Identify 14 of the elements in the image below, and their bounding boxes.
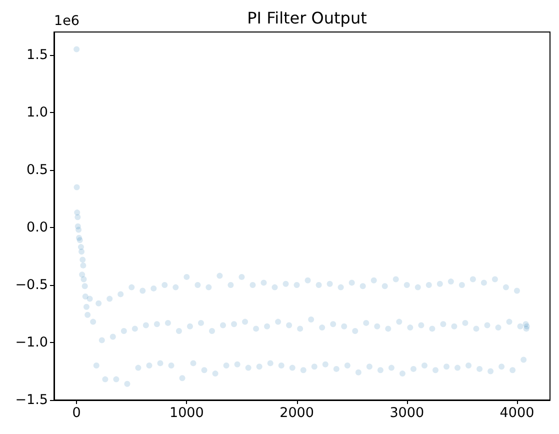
x-tick-label: 4000 <box>500 405 534 421</box>
x-tick-label: 1000 <box>169 405 204 421</box>
chart-title: PI Filter Output <box>247 8 367 28</box>
x-tick-label: 3000 <box>390 405 424 421</box>
y-tick-label: 0.5 <box>26 162 48 178</box>
y-tick-label: 1.5 <box>26 47 48 63</box>
y-tick-label: 1.0 <box>26 104 48 120</box>
text: 1e6 <box>54 13 80 29</box>
y-tick-label: −0.5 <box>15 277 48 293</box>
y-tick-label: −1.5 <box>15 392 48 408</box>
x-tick-label: 2000 <box>280 405 314 421</box>
x-tick-label: 0 <box>72 405 81 421</box>
y-tick-label: 0.0 <box>26 220 48 236</box>
y-tick-label: −1.0 <box>15 334 48 350</box>
